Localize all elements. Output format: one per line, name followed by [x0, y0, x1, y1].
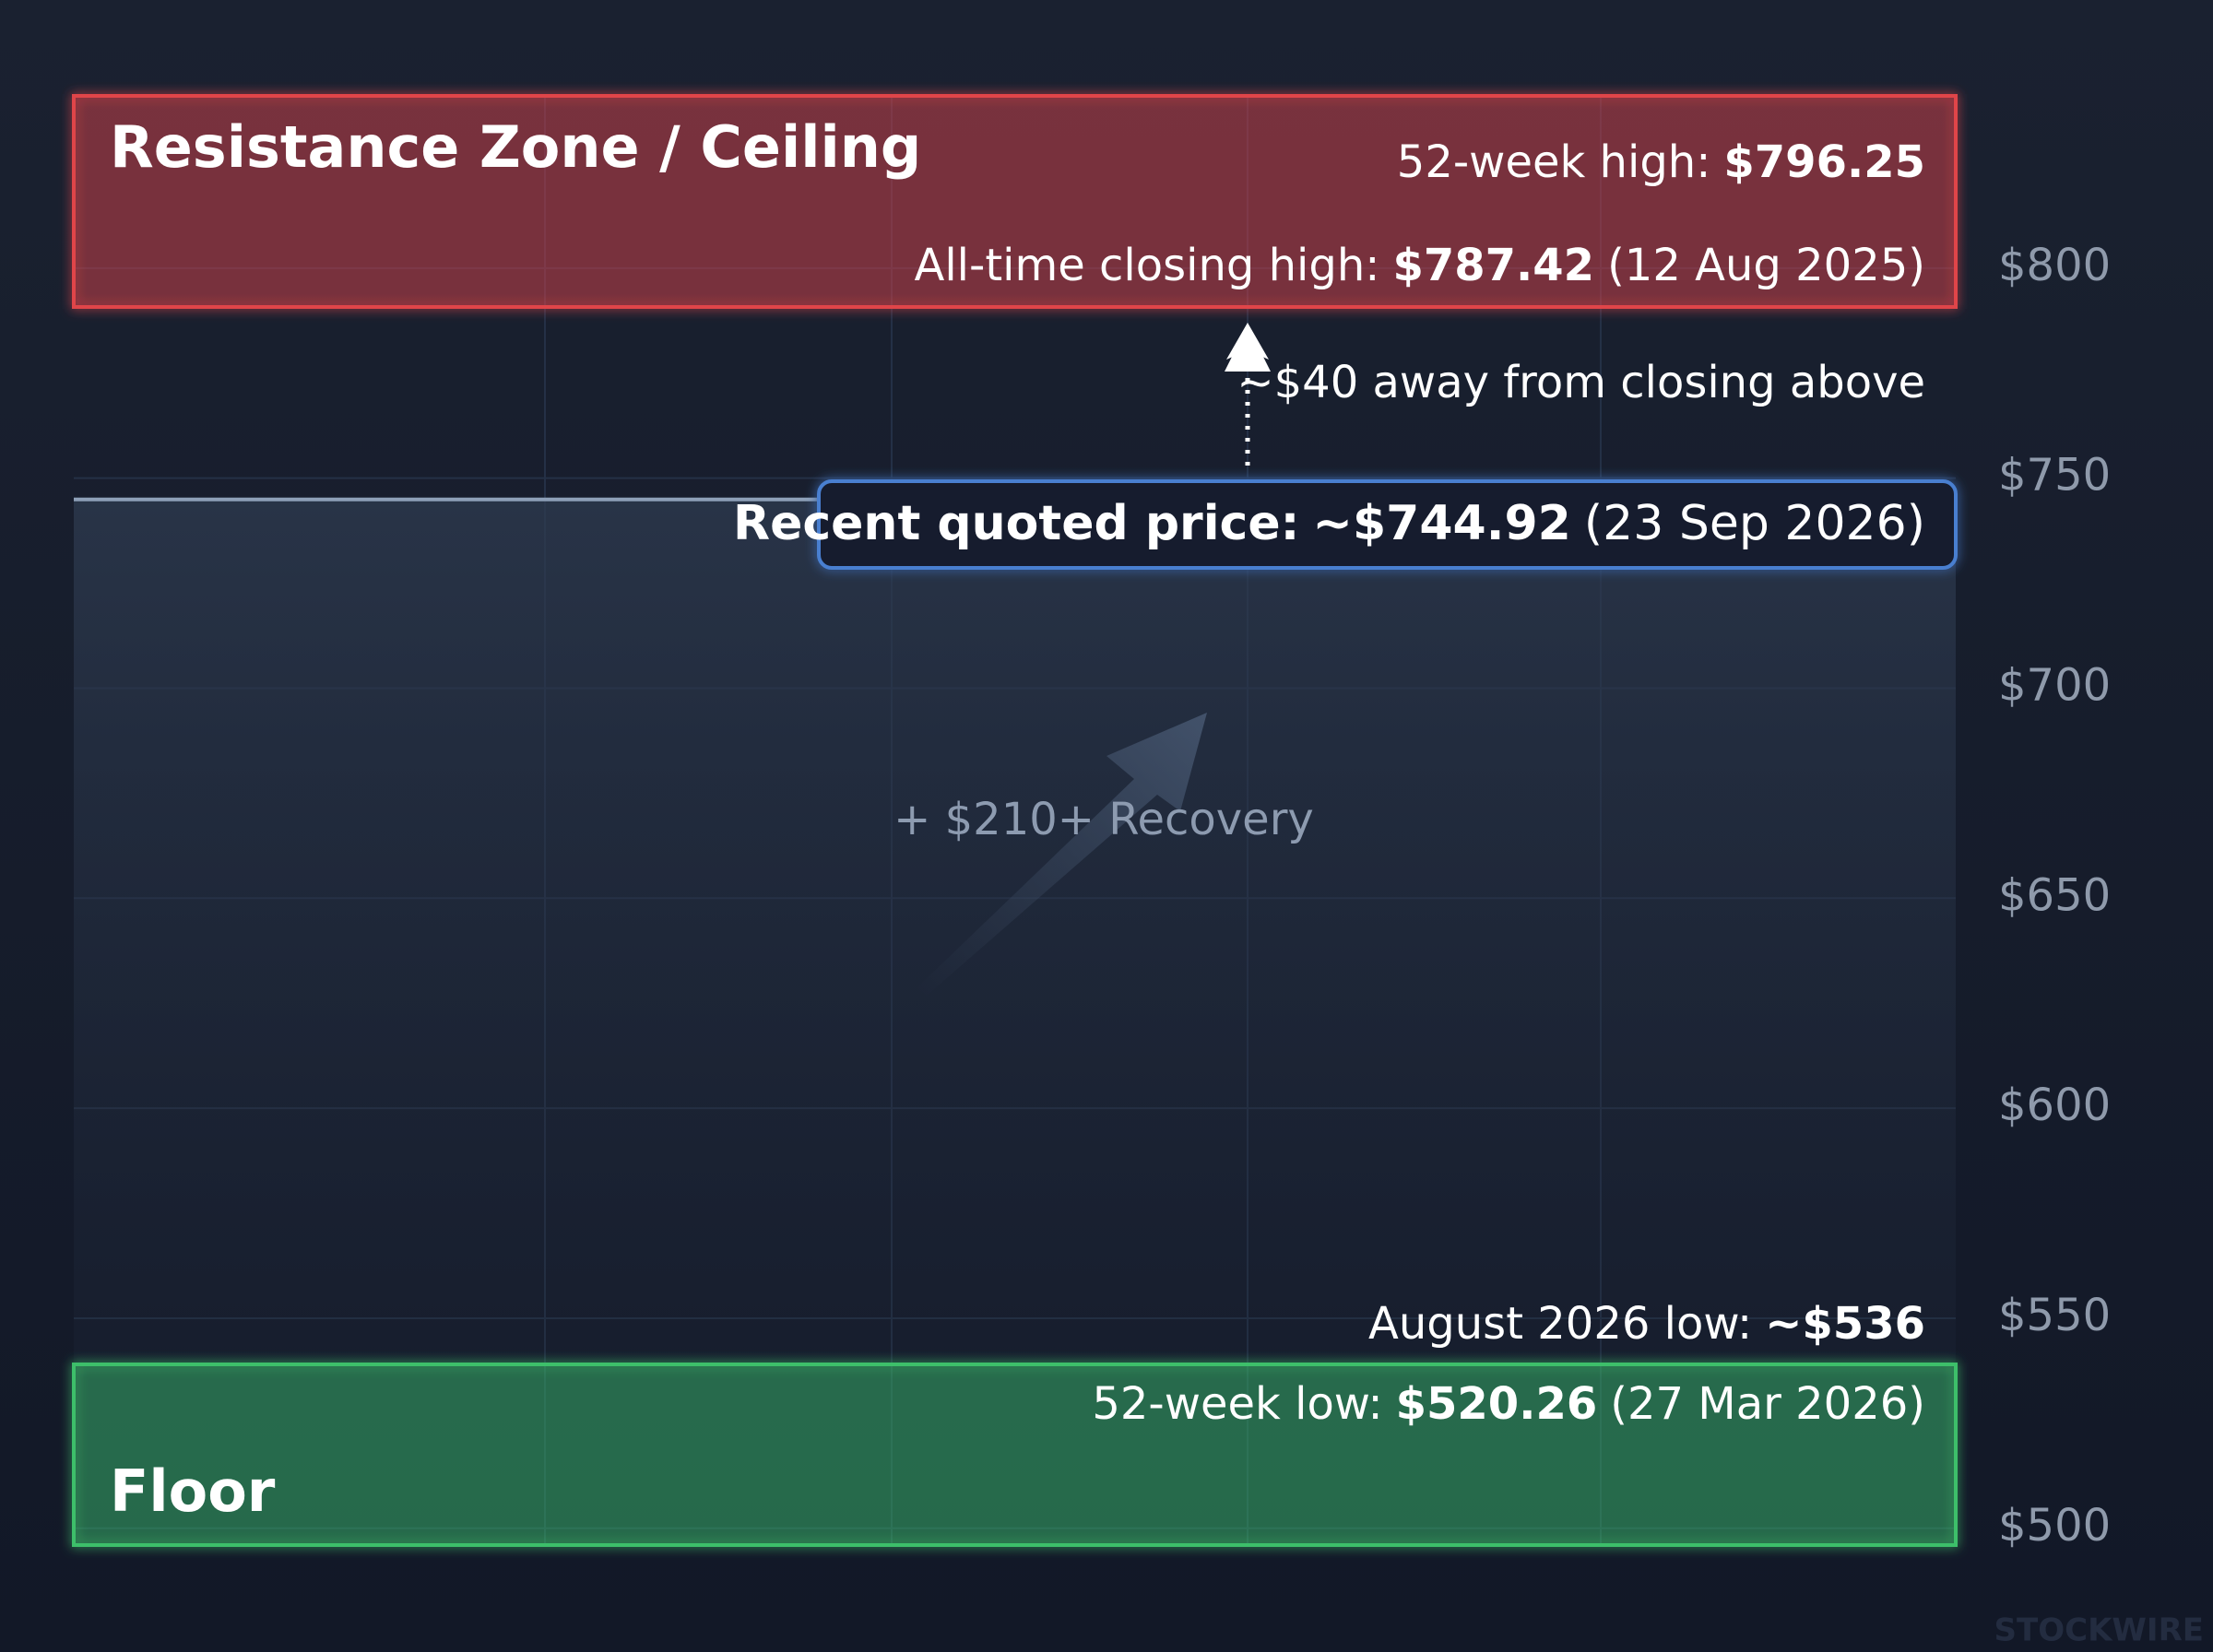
gap-note: ~$40 away from closing above	[1237, 357, 1925, 408]
annotation-value: $787.42	[1392, 240, 1594, 291]
zone-title: Floor	[110, 1457, 276, 1525]
annotation-value: ~$536	[1765, 1298, 1925, 1350]
resistance-zone	[72, 94, 1958, 309]
annotation-value: $520.26	[1396, 1378, 1598, 1430]
annotation-label: August 2026 low:	[1368, 1298, 1752, 1350]
watermark: STOCKWIRE	[1994, 1612, 2204, 1649]
y-tick-label: $600	[1998, 1080, 2111, 1131]
y-tick-label: $800	[1998, 240, 2111, 291]
annotation-label: Recent quoted price:	[733, 496, 1299, 551]
y-tick-label: $650	[1998, 869, 2111, 921]
y-tick-label: $500	[1998, 1500, 2111, 1552]
gap-arrow-head	[1226, 323, 1269, 360]
floor-zone-box	[72, 1363, 1958, 1547]
annotation: August 2026 low: ~$536	[1368, 1298, 1925, 1350]
annotation-note: (23 Sep 2026)	[1584, 496, 1925, 551]
y-tick-label: $550	[1998, 1290, 2111, 1341]
annotation: 52-week high: $796.25	[1397, 136, 1925, 188]
annotation-label: 52-week low:	[1092, 1378, 1382, 1430]
annotation: 52-week low: $520.26 (27 Mar 2026)	[1092, 1378, 1925, 1430]
recovery-arrow	[917, 713, 1207, 996]
price-label-box	[817, 479, 1958, 570]
annotation-note: (12 Aug 2025)	[1607, 240, 1925, 291]
annotation: Recent quoted price: ~$744.92 (23 Sep 2026…	[733, 496, 1925, 551]
zone-title: Resistance Zone / Ceiling	[110, 113, 921, 181]
annotation-label: All-time closing high:	[915, 240, 1380, 291]
annotation-value: $796.25	[1723, 136, 1925, 188]
floor-zone	[72, 1363, 1958, 1547]
recovery-label: + $210+ Recovery	[893, 794, 1314, 845]
annotation: All-time closing high: $787.42 (12 Aug 202…	[915, 240, 1926, 291]
annotation-label: 52-week high:	[1397, 136, 1711, 188]
annotation-note: (27 Mar 2026)	[1610, 1378, 1925, 1430]
y-tick-label: $700	[1998, 659, 2111, 711]
y-tick-label: $750	[1998, 450, 2111, 502]
annotation-value: ~$744.92	[1312, 496, 1570, 551]
